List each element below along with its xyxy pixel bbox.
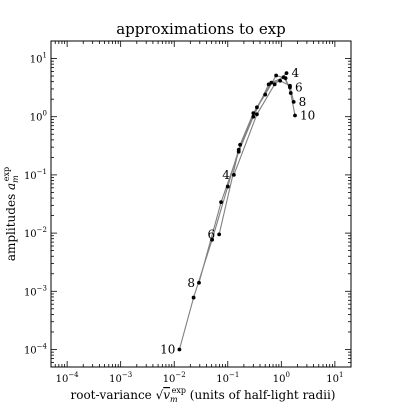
x-tick-label-base: 10: [56, 374, 69, 385]
series-point-10: [274, 73, 279, 78]
series-point-4: [284, 71, 289, 76]
series-point-4: [231, 173, 236, 177]
x-tick-label-exp: −3: [122, 371, 132, 379]
y-tick-label-exp: 1: [43, 52, 47, 60]
y-tick-label-base: 10: [24, 287, 37, 298]
series-point-10: [283, 76, 288, 81]
series-point-10: [293, 113, 297, 118]
x-tick-label-exp: 1: [339, 371, 343, 379]
y-tick-label: 10−2: [24, 226, 47, 240]
y-tick-label-exp: 0: [43, 110, 47, 118]
series-point-10: [191, 295, 196, 300]
y-tick-label-base: 10: [30, 55, 43, 66]
x-axis-label-prefix: root-variance: [70, 388, 155, 402]
series-point-10: [238, 142, 243, 147]
x-tick-label: 10−1: [216, 371, 239, 385]
x-tick-label-exp: 0: [285, 371, 289, 379]
y-tick-label: 10−4: [24, 342, 48, 356]
x-tick-label: 10−2: [163, 371, 186, 385]
y-tick-label-exp: −1: [37, 168, 47, 176]
y-tick-label: 10−1: [24, 168, 47, 182]
x-axis-label-sup: exp: [172, 386, 186, 395]
x-tick-label-base: 10: [326, 374, 339, 385]
series-point-8: [278, 78, 283, 83]
series-point-8: [219, 200, 223, 205]
y-tick-label-exp: −4: [37, 342, 48, 350]
series-point-8: [197, 280, 201, 285]
x-tick-label-base: 10: [109, 374, 122, 385]
series-label-right-6: 6: [295, 80, 303, 94]
y-axis-label-var: a: [4, 183, 18, 190]
series-label-left-4: 4: [222, 168, 230, 182]
x-tick-label: 101: [326, 371, 343, 385]
x-tick-label: 10−4: [56, 371, 80, 385]
series-label-right-4: 4: [292, 66, 300, 80]
y-axis-label-sup: exp: [2, 167, 11, 181]
x-axis-label-var: v: [163, 388, 170, 402]
tick-labels: 10−4 10−3 10−2 10−1 100 10110−410−310−210−110…: [24, 52, 344, 385]
x-tick-label-exp: −2: [175, 371, 185, 379]
y-tick-label: 10−3: [24, 284, 47, 298]
series-point-4: [255, 112, 259, 117]
series-point-8: [288, 83, 292, 88]
series-label-left-6: 6: [208, 227, 216, 241]
series-point-8: [251, 114, 256, 119]
series-point-6: [255, 105, 259, 110]
x-axis-label-suffix: (units of half-light radii): [186, 388, 336, 402]
x-tick-label-exp: −4: [68, 371, 79, 379]
y-tick-label: 100: [30, 110, 47, 124]
series-point-10: [225, 184, 230, 189]
x-axis-label-sqrt: √: [156, 388, 164, 402]
y-tick-label-exp: −3: [37, 284, 47, 292]
y-tick-label-exp: −2: [37, 226, 47, 234]
series-point-10: [177, 347, 182, 352]
x-tick-label-base: 10: [163, 374, 176, 385]
series-point-10: [288, 91, 293, 95]
series-label-right-8: 8: [299, 95, 307, 109]
series-point-8: [291, 99, 296, 104]
series-point-8: [236, 149, 241, 154]
series-point-6: [217, 232, 222, 237]
y-tick-label-base: 10: [24, 171, 37, 182]
series-label-left-10: 10: [160, 342, 175, 356]
x-tick-label-base: 10: [273, 374, 286, 385]
series-point-8: [266, 82, 271, 87]
chart-title: approximations to exp: [116, 20, 286, 38]
series-point-10: [210, 237, 215, 242]
y-tick-label-base: 10: [30, 113, 43, 124]
series-label-right-10: 10: [300, 108, 315, 122]
x-axis-label-sub: m: [170, 395, 178, 404]
y-tick-label-base: 10: [24, 345, 37, 356]
y-tick-label-base: 10: [24, 229, 37, 240]
y-axis-label-prefix: amplitudes: [4, 190, 18, 261]
series-point-10: [251, 111, 256, 116]
series-label-left-8: 8: [187, 276, 195, 290]
series-point-10: [263, 92, 268, 97]
y-axis-label-sub: m: [11, 175, 20, 183]
x-tick-label-exp: −1: [229, 371, 239, 379]
y-axis-label: amplitudes amexp: [2, 167, 20, 261]
series-point-4: [272, 82, 277, 87]
y-tick-label: 101: [30, 52, 47, 66]
ticks: [50, 40, 352, 368]
x-tick-label: 100: [273, 371, 290, 385]
axes-frame: [50, 40, 352, 368]
x-tick-label: 10−3: [109, 371, 132, 385]
x-tick-label-base: 10: [216, 374, 229, 385]
x-axis-label: root-variance √vmexp (units of half-ligh…: [70, 386, 335, 404]
